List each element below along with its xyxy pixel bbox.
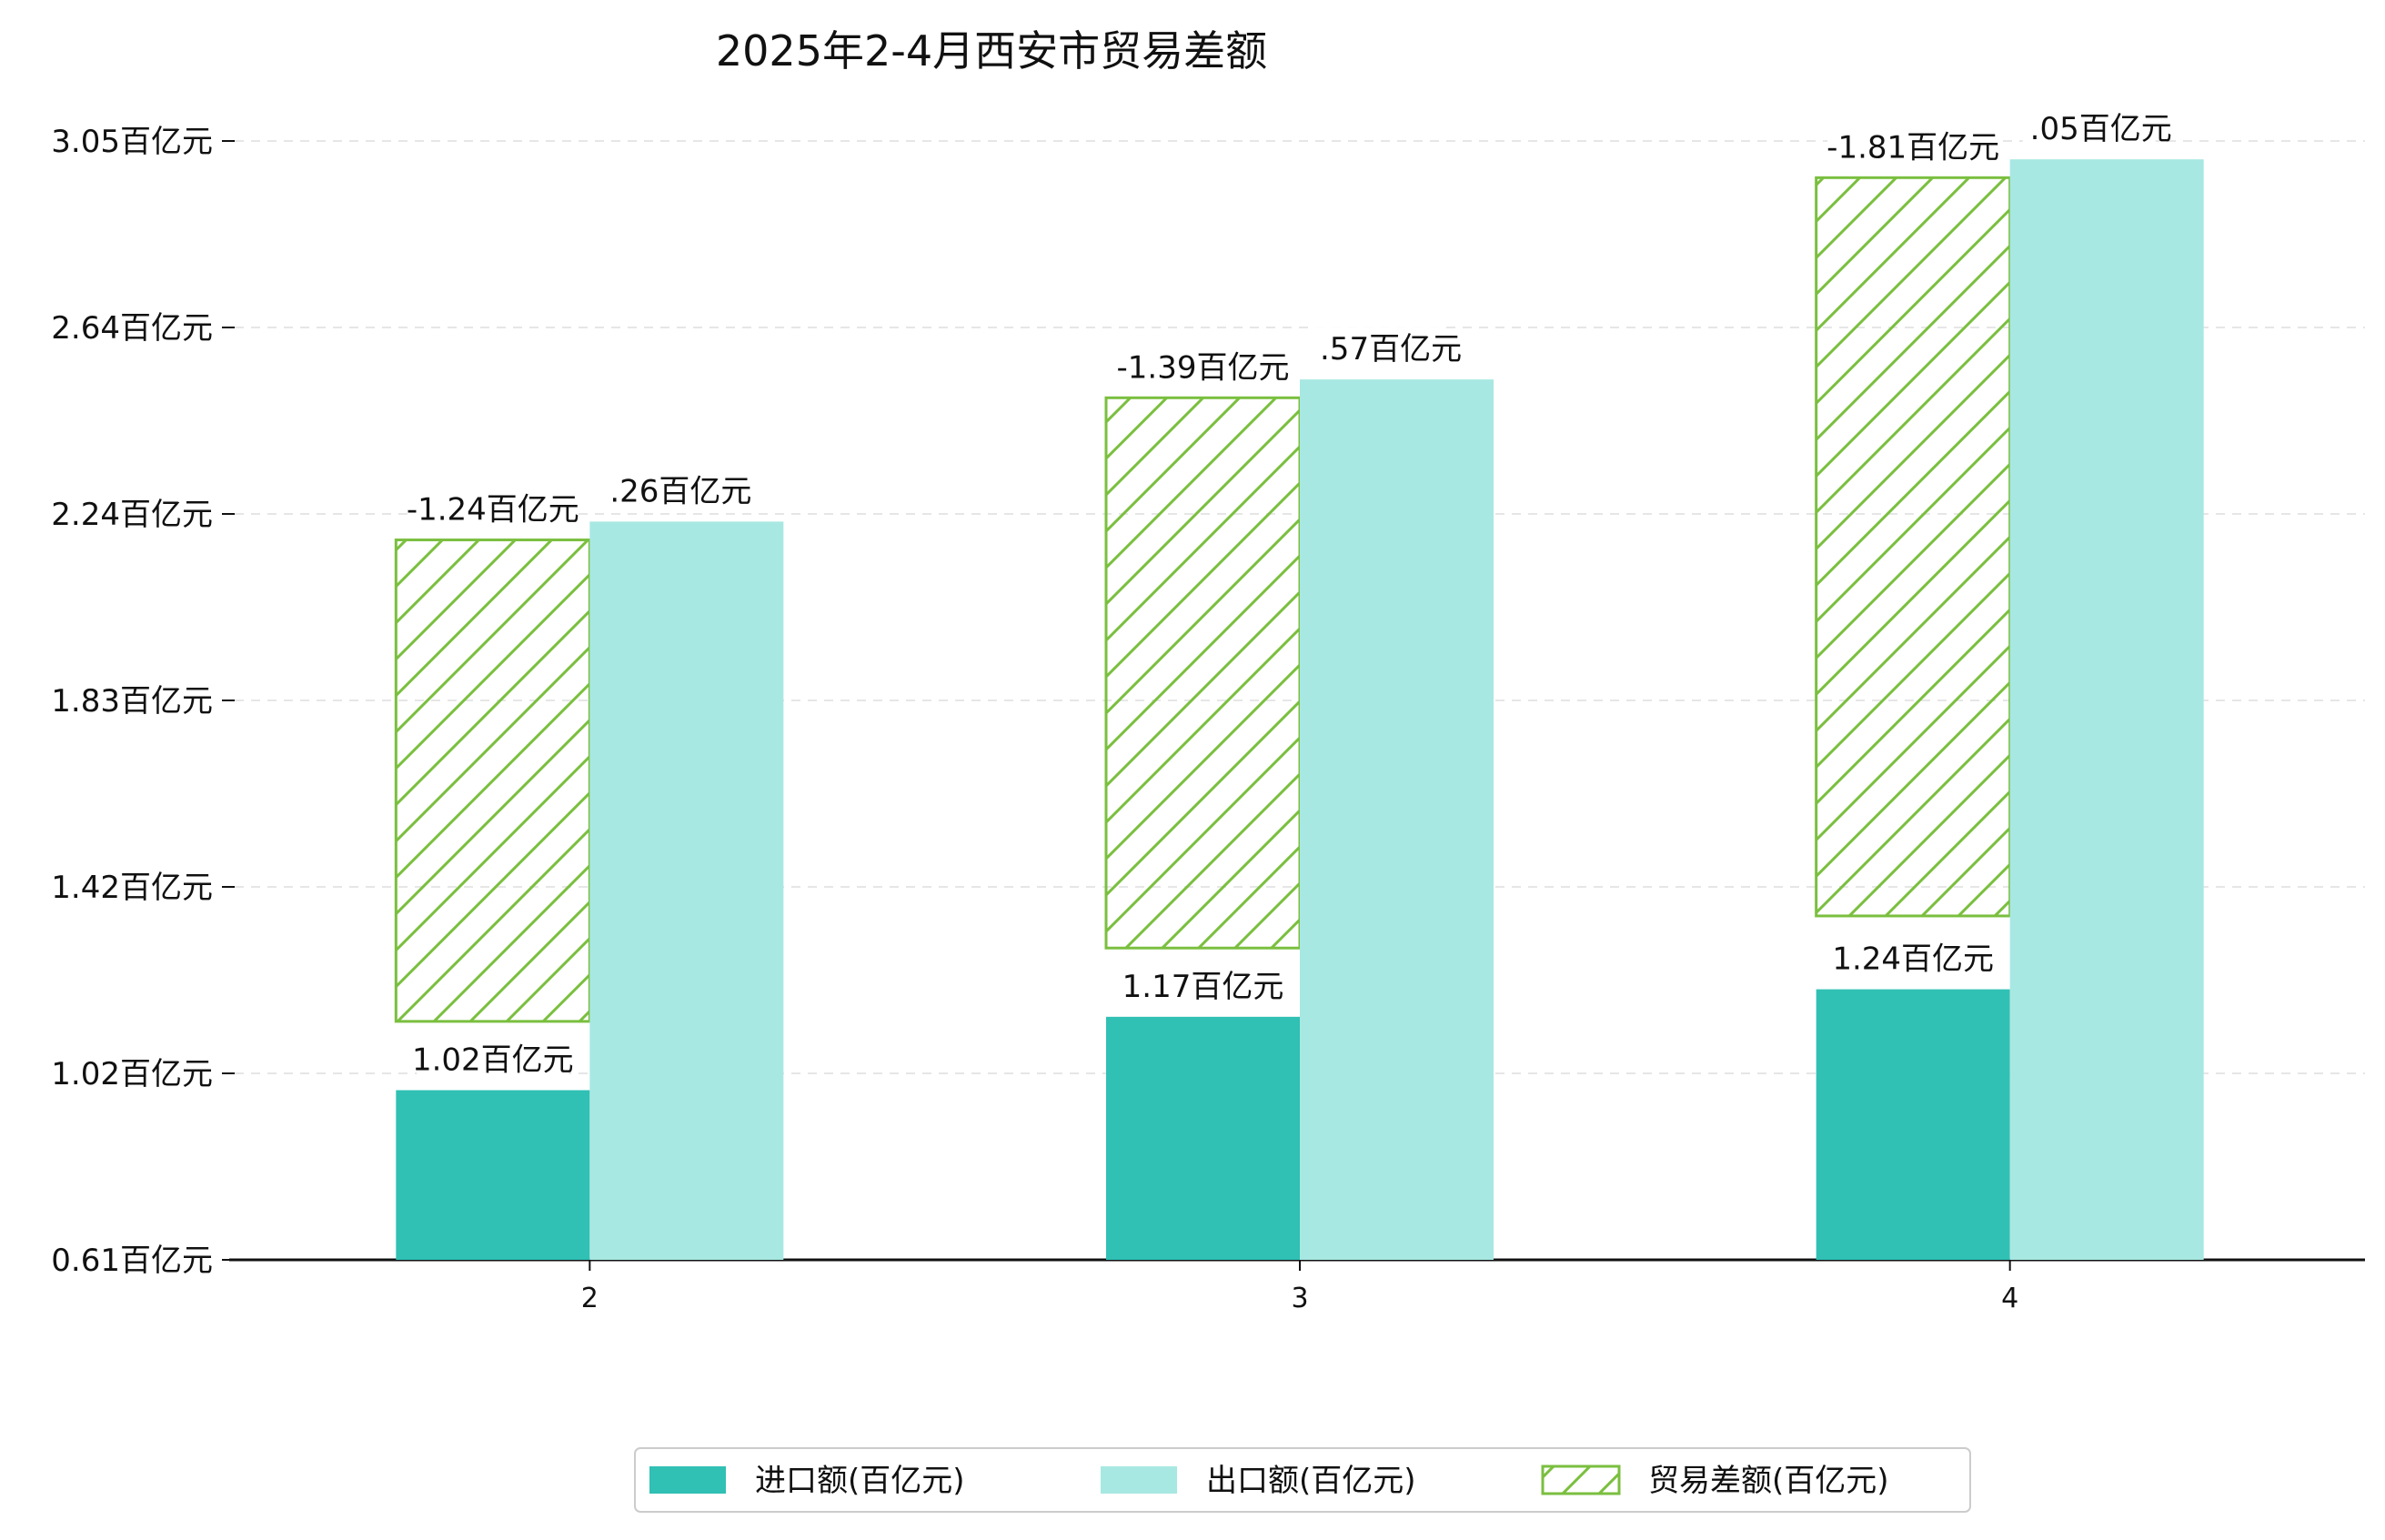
data-label-bg [1117, 345, 1289, 388]
y-tick-label: 1.83百亿元 [51, 683, 213, 720]
data-label-bg [2022, 106, 2156, 149]
y-tick-label: 1.42百亿元 [51, 870, 213, 906]
data-label: -1.81百亿元 [1826, 129, 1999, 166]
y-tick-label: 1.02百亿元 [51, 1056, 213, 1092]
data-label: .26百亿元 [609, 473, 751, 509]
data-labels: 1.02百亿元 -1.24百亿元 .26百亿元 1.17百亿元 -1.39百亿元 .57百… [407, 106, 2172, 1080]
data-label: 1.02百亿元 [412, 1042, 574, 1078]
data-label: 1.17百亿元 [1122, 969, 1284, 1005]
data-label-bg [417, 1037, 569, 1080]
x-tick-label: 4 [2001, 1283, 2018, 1314]
export-bar [1300, 379, 1494, 1261]
legend: 进口额(百亿元) 出口额(百亿元) 贸易差额(百亿元) [634, 1447, 1971, 1513]
y-tick-label: 3.05百亿元 [51, 124, 213, 160]
y-tick-label: 2.64百亿元 [51, 310, 213, 347]
bars [394, 159, 2204, 1261]
x-tick-label: 2 [581, 1283, 599, 1314]
legend-swatch [649, 1466, 726, 1494]
legend-swatch [1541, 1465, 1621, 1495]
x-axis: 2 3 4 [229, 1258, 2365, 1314]
data-label: 1.24百亿元 [1832, 941, 1994, 978]
export-bar [589, 521, 784, 1260]
balance-bar [1815, 176, 2012, 918]
data-label-bg [1837, 936, 1989, 979]
y-tick-label: 0.61百亿元 [51, 1243, 213, 1279]
data-label-bg [1313, 327, 1445, 369]
balance-bar [1104, 396, 1302, 950]
y-tick-label: 2.24百亿元 [51, 497, 213, 533]
legend-box [634, 1447, 1971, 1513]
y-axis: 0.61百亿元 1.02百亿元 1.42百亿元 1.83百亿元 2.24百亿元 2.64百… [51, 124, 235, 1279]
data-label-bg [1827, 125, 1999, 167]
legend-swatch [1101, 1466, 1177, 1494]
import-bar [1106, 1016, 1300, 1260]
data-label-bg [602, 468, 736, 511]
legend-label: 进口额(百亿元) [755, 1463, 965, 1499]
chart-title: 2025年2-4月西安市贸易差额 [716, 26, 1267, 75]
data-label: -1.39百亿元 [1117, 349, 1290, 386]
data-label: .05百亿元 [2030, 111, 2172, 147]
data-label-bg [1127, 963, 1279, 1006]
import-bar [1816, 989, 2010, 1260]
import-bar [396, 1090, 590, 1260]
balance-bar [394, 538, 591, 1023]
data-label: .57百亿元 [1320, 331, 1462, 367]
export-bar [2009, 159, 2204, 1260]
legend-label: 贸易差额(百亿元) [1648, 1463, 1889, 1499]
x-tick-label: 3 [1291, 1283, 1308, 1314]
legend-label: 出口额(百亿元) [1206, 1463, 1416, 1499]
data-label: -1.24百亿元 [407, 492, 579, 528]
data-label-bg [407, 487, 579, 529]
